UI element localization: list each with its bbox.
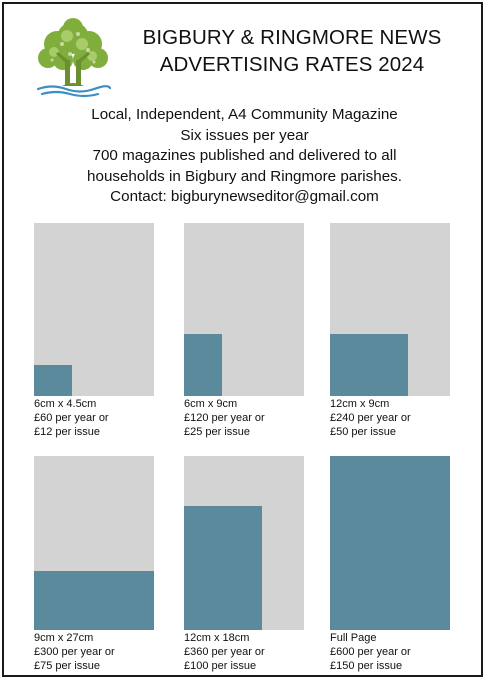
ad-price-issue: £75 per issue [34,659,101,672]
page-thumbnail [184,223,304,396]
ad-option: 6cm x 9cm £120 per year or £25 per issue [184,223,304,439]
ad-area [34,364,73,396]
ad-price-issue: £150 per issue [330,659,403,672]
page-thumbnail [34,456,154,630]
ad-size: 12cm x 18cm [184,632,250,644]
ad-price-issue: £25 per issue [184,425,251,438]
ad-caption: 12cm x 18cm £360 per year or £100 per is… [184,632,304,673]
ad-area [330,456,450,630]
ad-price-year: £600 per year or [330,645,411,658]
ad-size: 9cm x 27cm [34,632,94,644]
ad-price-issue: £50 per issue [330,425,397,438]
ad-price-year: £360 per year or [184,645,265,658]
ad-price-issue: £12 per issue [34,425,101,438]
tree-logo-icon [36,18,112,98]
rate-card-page: BIGBURY & RINGMORE NEWS ADVERTISING RATE… [2,2,483,677]
page-thumbnail [184,456,304,630]
ad-area [34,570,154,630]
ad-caption: 9cm x 27cm £300 per year or £75 per issu… [34,632,154,673]
page-thumbnail [34,223,154,396]
ad-area [184,506,262,630]
ad-price-year: £120 per year or [184,411,265,424]
title-line: ADVERTISING RATES 2024 [159,53,425,76]
ad-size: 6cm x 9cm [184,398,238,410]
ad-option: Full Page £600 per year or £150 per issu… [330,456,450,673]
contact-line: Contact: bigburynewseditor@gmail.com [110,188,379,206]
page-thumbnail [330,223,450,396]
ad-size: 6cm x 4.5cm [34,398,97,410]
description-line: households in Bigbury and Ringmore paris… [87,167,402,185]
ad-option: 12cm x 18cm £360 per year or £100 per is… [184,456,304,673]
page-title: BIGBURY & RINGMORE NEWS ADVERTISING RATE… [122,24,462,78]
ad-price-year: £300 per year or [34,645,115,658]
ad-price-year: £60 per year or [34,411,109,424]
description-line: 700 magazines published and delivered to… [92,147,397,165]
ad-caption: 6cm x 9cm £120 per year or £25 per issue [184,398,304,439]
ad-size: 12cm x 9cm [330,398,390,410]
ad-option: 9cm x 27cm £300 per year or £75 per issu… [34,456,154,673]
ad-caption: Full Page £600 per year or £150 per issu… [330,632,450,673]
description-line: Six issues per year [180,126,309,144]
ad-price-year: £240 per year or [330,411,411,424]
ad-size: Full Page [330,632,377,644]
description-line: Local, Independent, A4 Community Magazin… [91,106,398,123]
title-line: BIGBURY & RINGMORE NEWS [142,26,442,49]
magazine-description: Local, Independent, A4 Community Magazin… [24,105,465,208]
ad-area [184,333,223,396]
ad-caption: 6cm x 4.5cm £60 per year or £12 per issu… [34,398,154,439]
page-thumbnail [330,456,450,630]
ad-area [330,333,408,396]
ad-option: 12cm x 9cm £240 per year or £50 per issu… [330,223,450,439]
ad-caption: 12cm x 9cm £240 per year or £50 per issu… [330,398,450,439]
ad-price-issue: £100 per issue [184,659,257,672]
ad-option: 6cm x 4.5cm £60 per year or £12 per issu… [34,223,154,439]
